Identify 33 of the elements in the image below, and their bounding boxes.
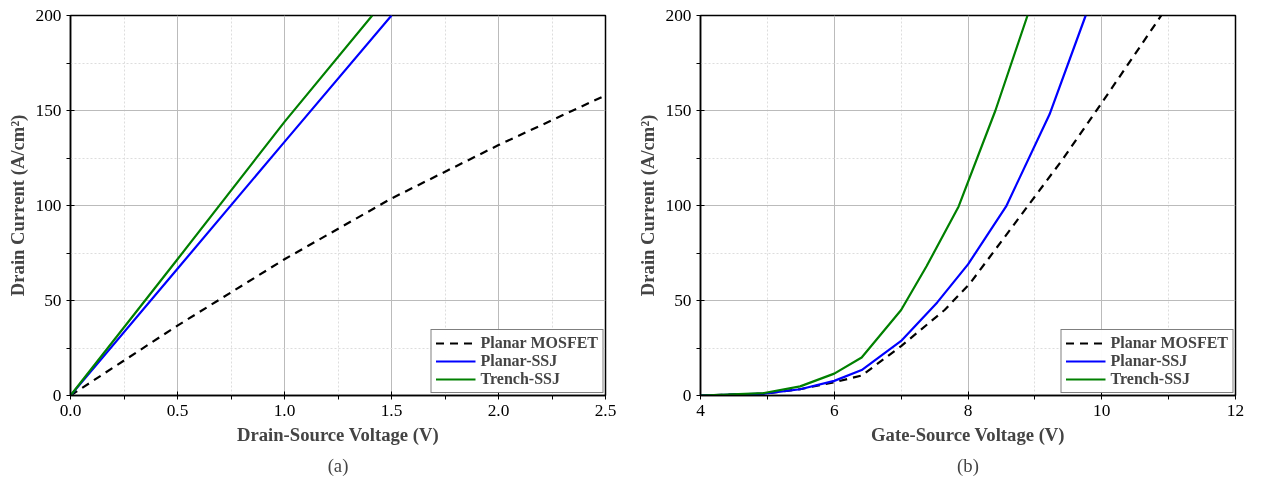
text: (b) — [957, 454, 979, 477]
legend-label: Planar-SSJ — [1110, 352, 1188, 370]
legend-label: Planar-SSJ — [480, 352, 558, 370]
y-axis-title: Drain Current (A/cm²) — [636, 114, 659, 297]
x-tick-label: 1.0 — [273, 400, 296, 420]
y-tick-label: 200 — [665, 6, 692, 25]
x-axis-title: Gate-Source Voltage (V) — [871, 423, 1065, 446]
y-tick-label: 150 — [665, 101, 692, 120]
legend-label: Planar MOSFET — [1110, 334, 1228, 352]
y-tick-label: 0 — [682, 386, 692, 405]
x-tick-label: 0.5 — [166, 400, 189, 420]
y-tick-label: 50 — [674, 291, 692, 310]
x-tick-label: 8 — [963, 400, 973, 420]
y-tick-label: 200 — [35, 6, 62, 25]
legend-label: Planar MOSFET — [480, 334, 598, 352]
x-tick-label: 12 — [1226, 400, 1245, 420]
y-tick-label: 50 — [44, 291, 62, 310]
x-tick-label: 1.5 — [380, 400, 403, 420]
y-tick-label: 150 — [35, 101, 62, 120]
y-axis-title: Drain Current (A/cm²) — [6, 114, 29, 297]
x-tick-label: 10 — [1093, 400, 1111, 420]
x-tick-label: 4 — [696, 400, 706, 420]
x-tick-label: 6 — [829, 400, 839, 420]
text: (a) — [327, 454, 349, 477]
x-axis-title: Drain-Source Voltage (V) — [236, 423, 439, 446]
legend-label: Trench-SSJ — [480, 370, 560, 388]
x-tick-label: 0.0 — [59, 400, 82, 420]
legend-label: Trench-SSJ — [1110, 370, 1190, 388]
x-tick-label: 2.5 — [594, 400, 617, 420]
x-tick-label: 2.0 — [487, 400, 510, 420]
y-tick-label: 100 — [665, 196, 692, 215]
y-tick-label: 100 — [35, 196, 62, 215]
y-tick-label: 0 — [52, 386, 62, 405]
